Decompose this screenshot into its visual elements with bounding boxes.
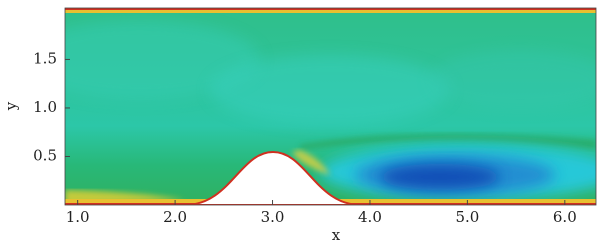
y-tick-label: 1.5 [33,49,57,67]
plot-frame [64,7,597,206]
x-tick-label: 4.0 [358,208,382,226]
x-tick-label: 6.0 [553,208,577,226]
y-tick-label: 0.5 [33,146,57,164]
x-tick-label: 3.0 [261,208,285,226]
x-tick-label: 1.0 [66,208,90,226]
y-tick-label: 1.0 [33,98,57,116]
x-axis-label: x [332,226,341,243]
x-tick-label: 2.0 [163,208,187,226]
x-tick-label: 5.0 [455,208,479,226]
field [65,8,596,205]
y-axis-label: y [2,101,20,111]
